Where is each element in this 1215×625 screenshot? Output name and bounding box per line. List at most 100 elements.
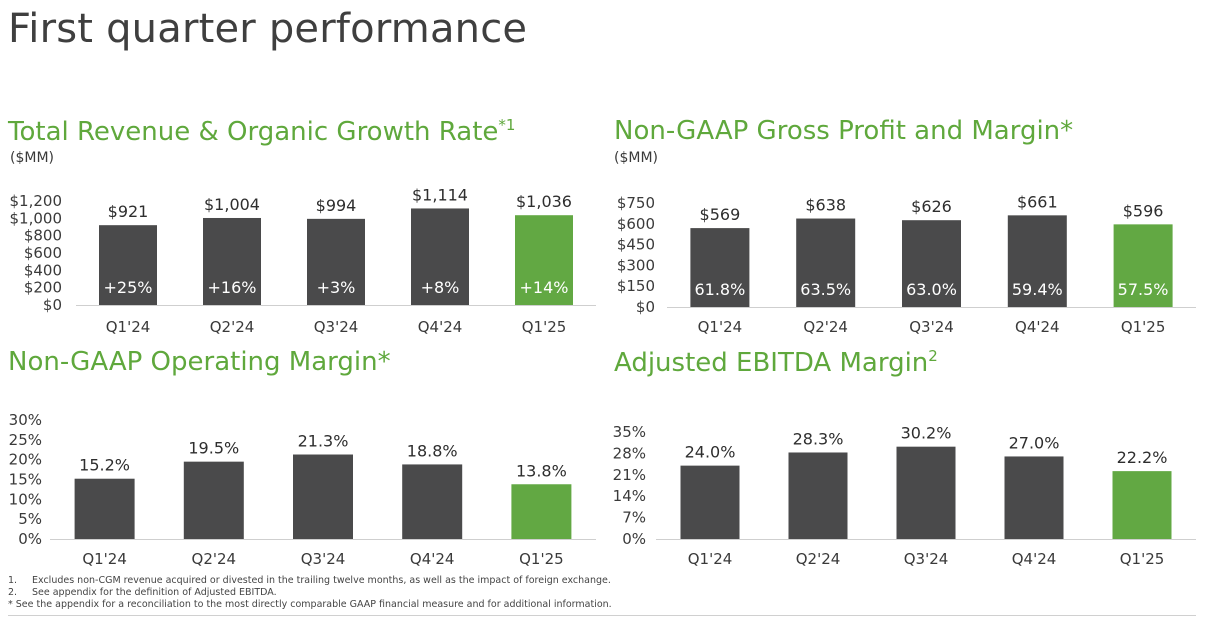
operating-margin-chart-title: Non-GAAP Operating Margin* xyxy=(8,347,391,377)
gross-bar-inner-label: 63.5% xyxy=(800,280,851,299)
gross-bar-inner-label: 59.4% xyxy=(1012,280,1063,299)
ebitda-bar xyxy=(680,465,740,539)
gross-bar-inner-label: 63.0% xyxy=(906,280,957,299)
ebitda-y-tick-label: 14% xyxy=(613,487,646,505)
ebitda-category-label: Q3'24 xyxy=(904,550,949,568)
revenue-category-label: Q4'24 xyxy=(418,318,463,336)
revenue-bar-inner-label: +14% xyxy=(520,278,569,297)
gross-profit-chart-title: Non-GAAP Gross Profit and Margin* xyxy=(614,116,1074,146)
gross-y-tick-label: $0 xyxy=(636,298,655,316)
gross-y-tick-label: $300 xyxy=(617,256,655,274)
footnote-1: 1. Excludes non-CGM revenue acquired or d… xyxy=(8,575,611,586)
gross-category-label: Q3'24 xyxy=(909,318,954,336)
revenue-bar-inner-label: +3% xyxy=(317,278,356,297)
ebitda-margin-bar-chart: 0% 7% 14% 21% 28% 35% 24.0% Q1'24 28.3% Q2'24 30.2… xyxy=(613,423,1196,568)
revenue-bar xyxy=(99,225,157,305)
gross-y-tick-label: $150 xyxy=(617,277,655,295)
operating-category-label: Q3'24 xyxy=(301,550,346,568)
gross-bar xyxy=(902,220,961,307)
operating-value-label: 15.2% xyxy=(79,456,130,475)
footer-divider xyxy=(8,615,1196,616)
operating-bar xyxy=(74,478,135,539)
gross-category-label: Q2'24 xyxy=(803,318,848,336)
revenue-bar-chart: $0$200$400$600$800$1,000$1,200 $921 +25% Q1… xyxy=(10,185,596,336)
revenue-title-footnote-ref: *1 xyxy=(498,116,516,134)
revenue-bar xyxy=(515,215,573,305)
ebitda-value-label: 30.2% xyxy=(901,424,952,443)
gross-profit-bar-chart: $0 $150 $300 $450 $600 $750 $569 61.8% Q1'24 $638… xyxy=(617,192,1196,336)
ebitda-category-label: Q1'25 xyxy=(1120,550,1165,568)
revenue-y-tick-label: $200 xyxy=(24,279,62,297)
revenue-bar-inner-label: +16% xyxy=(208,278,257,297)
gross-bar xyxy=(690,228,750,307)
ebitda-y-tick-label: 7% xyxy=(622,509,646,527)
revenue-bar-inner-label: +8% xyxy=(421,278,460,297)
ebitda-category-label: Q1'24 xyxy=(688,550,733,568)
revenue-bar xyxy=(307,218,365,305)
revenue-unit-label: ($MM) xyxy=(10,150,54,166)
ebitda-bar xyxy=(788,452,848,539)
gross-category-label: Q1'25 xyxy=(1121,318,1166,336)
gross-category-label: Q1'24 xyxy=(698,318,743,336)
revenue-y-tick-label: $1,200 xyxy=(10,192,63,210)
revenue-category-label: Q3'24 xyxy=(314,318,359,336)
gross-y-tick-label: $600 xyxy=(617,215,655,233)
gross-bar-inner-label: 61.8% xyxy=(694,280,745,299)
page-title: First quarter performance xyxy=(8,6,528,52)
gross-y-tick-label: $450 xyxy=(617,236,655,254)
gross-y-tick-label: $750 xyxy=(617,194,655,212)
ebitda-y-tick-label: 21% xyxy=(613,466,646,484)
revenue-y-tick-label: $600 xyxy=(24,244,62,262)
operating-category-label: Q4'24 xyxy=(410,550,455,568)
revenue-value-label: $1,114 xyxy=(412,185,468,204)
revenue-category-label: Q1'25 xyxy=(522,318,567,336)
ebitda-bar xyxy=(896,446,956,539)
gross-bar-inner-label: 57.5% xyxy=(1118,280,1169,299)
revenue-y-tick-label: $0 xyxy=(43,296,62,314)
ebitda-value-label: 27.0% xyxy=(1009,433,1060,452)
operating-margin-bar-chart: 0% 5% 10%15% 20% 25% 30% 15.2% Q1'24 19.5% Q2'24 2… xyxy=(9,411,596,568)
gross-value-label: $596 xyxy=(1123,201,1164,220)
revenue-bar-inner-label: +25% xyxy=(104,278,153,297)
revenue-value-label: $994 xyxy=(316,196,357,215)
revenue-value-label: $1,036 xyxy=(516,192,572,211)
ebitda-y-tick-label: 0% xyxy=(622,530,646,548)
revenue-y-tick-label: $400 xyxy=(24,261,62,279)
gross-bar xyxy=(796,218,856,307)
operating-bar xyxy=(511,484,572,539)
revenue-bar xyxy=(411,208,469,305)
ebitda-category-label: Q4'24 xyxy=(1012,550,1057,568)
ebitda-bar xyxy=(1112,471,1172,539)
revenue-category-label: Q1'24 xyxy=(106,318,151,336)
gross-value-label: $638 xyxy=(805,196,846,215)
gross-value-label: $569 xyxy=(700,205,741,224)
revenue-y-tick-label: $1,000 xyxy=(10,209,63,227)
ebitda-y-tick-label: 35% xyxy=(613,423,646,441)
operating-value-label: 18.8% xyxy=(407,441,458,460)
operating-category-label: Q1'24 xyxy=(82,550,127,568)
revenue-value-label: $1,004 xyxy=(204,195,260,214)
gross-category-label: Q4'24 xyxy=(1015,318,1060,336)
gross-value-label: $661 xyxy=(1017,192,1058,211)
operating-value-label: 21.3% xyxy=(298,432,349,451)
ebitda-value-label: 28.3% xyxy=(793,429,844,448)
footnote-asterisk: * See the appendix for a reconciliation … xyxy=(8,599,612,610)
operating-bar xyxy=(293,454,353,539)
ebitda-margin-chart-title: Adjusted EBITDA Margin2 xyxy=(614,347,938,378)
revenue-chart-title: Total Revenue & Organic Growth Rate*1 xyxy=(8,116,516,147)
gross-value-label: $626 xyxy=(911,197,952,216)
revenue-value-label: $921 xyxy=(108,202,149,221)
operating-value-label: 19.5% xyxy=(188,439,239,458)
operating-category-label: Q2'24 xyxy=(192,550,237,568)
operating-y-tick-label: 25% xyxy=(9,431,42,449)
operating-y-tick-label: 20% xyxy=(9,451,42,469)
operating-y-tick-label: 0% xyxy=(18,530,42,548)
operating-bar xyxy=(402,464,463,539)
operating-category-label: Q1'25 xyxy=(519,550,564,568)
footnote-2: 2. See appendix for the definition of Adj… xyxy=(8,587,277,598)
revenue-bar xyxy=(203,217,261,305)
operating-value-label: 13.8% xyxy=(516,461,567,480)
revenue-y-tick-label: $800 xyxy=(24,227,62,245)
operating-y-tick-label: 10% xyxy=(9,490,42,508)
operating-y-tick-label: 15% xyxy=(9,471,42,489)
